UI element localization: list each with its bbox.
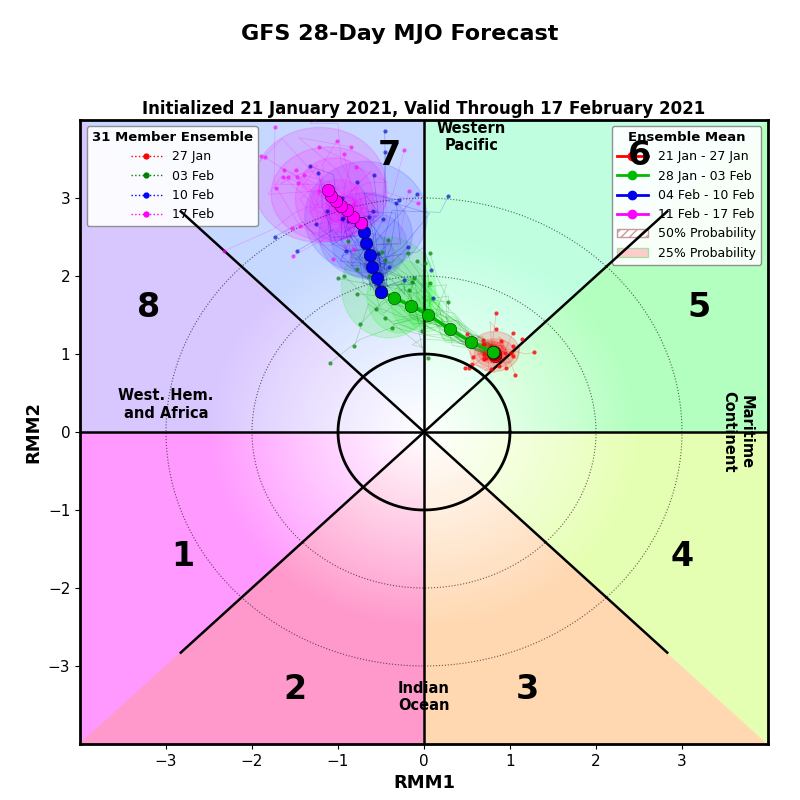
Text: 4: 4 bbox=[670, 540, 694, 574]
Ellipse shape bbox=[484, 344, 502, 360]
Text: 7: 7 bbox=[378, 138, 402, 171]
Ellipse shape bbox=[470, 331, 519, 371]
Legend: 21 Jan - 27 Jan, 28 Jan - 03 Feb, 04 Feb - 10 Feb, 11 Feb - 17 Feb, 50% Probabil: 21 Jan - 27 Jan, 28 Jan - 03 Feb, 04 Feb… bbox=[612, 126, 761, 265]
Text: GFS 28-Day MJO Forecast: GFS 28-Day MJO Forecast bbox=[242, 24, 558, 44]
Ellipse shape bbox=[342, 238, 436, 338]
Ellipse shape bbox=[305, 162, 427, 273]
Ellipse shape bbox=[478, 342, 506, 363]
Text: 2: 2 bbox=[283, 673, 306, 706]
Ellipse shape bbox=[326, 196, 362, 223]
Ellipse shape bbox=[363, 257, 387, 281]
Text: 8: 8 bbox=[137, 290, 161, 324]
Text: West. Hem.
and Africa: West. Hem. and Africa bbox=[118, 389, 214, 421]
Ellipse shape bbox=[391, 278, 439, 330]
Y-axis label: RMM2: RMM2 bbox=[24, 401, 42, 463]
Text: Maritime
Continent: Maritime Continent bbox=[722, 391, 754, 473]
Ellipse shape bbox=[271, 147, 387, 242]
Ellipse shape bbox=[410, 297, 443, 332]
Title: Initialized 21 January 2021, Valid Through 17 February 2021: Initialized 21 January 2021, Valid Throu… bbox=[142, 101, 706, 118]
Ellipse shape bbox=[310, 179, 366, 233]
Ellipse shape bbox=[350, 234, 394, 279]
Ellipse shape bbox=[333, 212, 407, 279]
Ellipse shape bbox=[367, 260, 432, 333]
Ellipse shape bbox=[474, 339, 515, 367]
Ellipse shape bbox=[480, 341, 503, 361]
Text: 5: 5 bbox=[687, 290, 711, 324]
Text: Western
Pacific: Western Pacific bbox=[437, 121, 506, 154]
Ellipse shape bbox=[254, 127, 386, 242]
Text: 3: 3 bbox=[515, 673, 539, 706]
Text: 6: 6 bbox=[627, 138, 650, 171]
Ellipse shape bbox=[319, 193, 412, 277]
Text: Indian
Ocean: Indian Ocean bbox=[398, 681, 450, 714]
Ellipse shape bbox=[439, 316, 461, 342]
Ellipse shape bbox=[295, 158, 374, 240]
X-axis label: RMM1: RMM1 bbox=[393, 774, 455, 792]
Text: 1: 1 bbox=[172, 540, 194, 574]
